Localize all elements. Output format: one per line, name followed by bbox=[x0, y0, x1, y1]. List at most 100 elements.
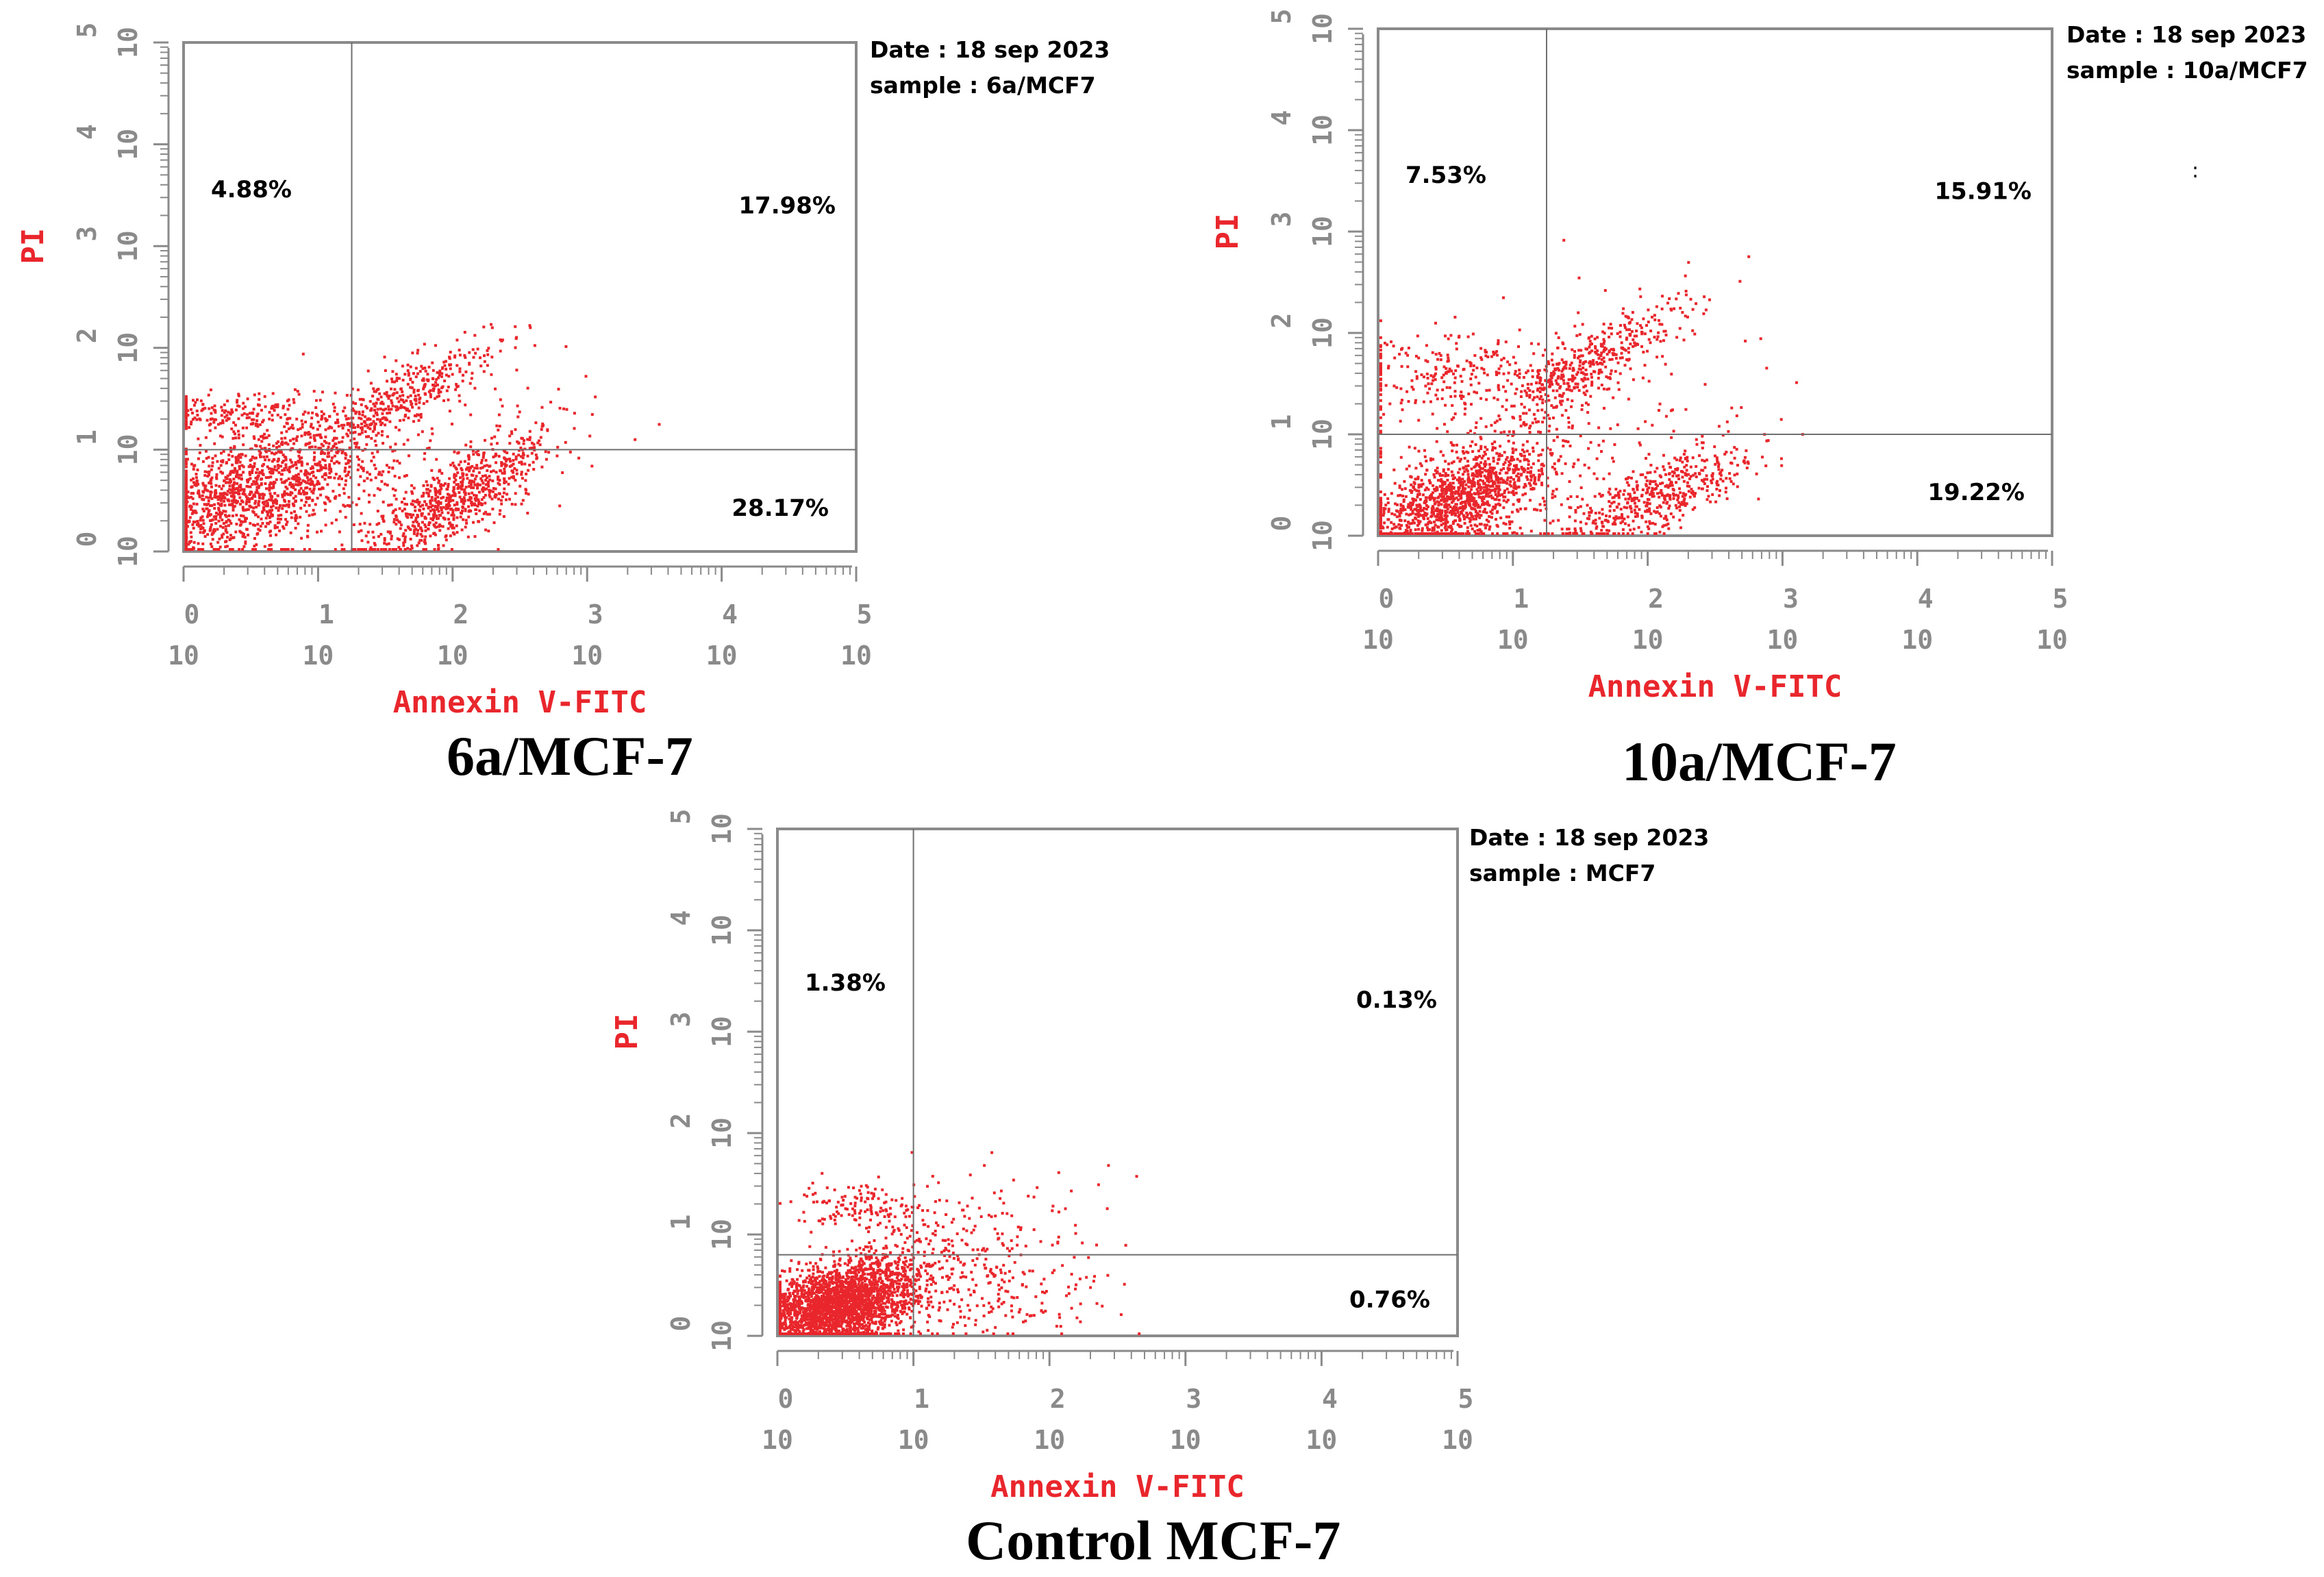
scatter-point bbox=[1541, 353, 1545, 357]
scatter-point bbox=[329, 475, 332, 479]
scatter-point bbox=[1379, 349, 1382, 352]
scatter-point bbox=[1473, 390, 1476, 394]
scatter-point bbox=[1387, 364, 1390, 368]
scatter-point bbox=[190, 495, 193, 499]
scatter-point bbox=[1471, 496, 1475, 499]
scatter-point bbox=[462, 501, 465, 505]
scatter-point bbox=[1539, 431, 1542, 434]
scatter-point bbox=[261, 464, 264, 467]
scatter-point bbox=[1395, 509, 1398, 512]
scatter-point bbox=[285, 492, 288, 495]
scatter-point bbox=[1596, 349, 1599, 352]
scatter-point bbox=[1432, 379, 1435, 382]
scatter-point bbox=[1436, 530, 1439, 534]
scatter-point bbox=[191, 548, 194, 551]
scatter-point bbox=[1682, 338, 1686, 342]
scatter-point bbox=[335, 421, 338, 424]
scatter-point bbox=[474, 508, 477, 511]
scatter-point bbox=[417, 524, 421, 527]
scatter-point bbox=[1452, 372, 1455, 375]
scatter-point bbox=[382, 548, 386, 551]
scatter-point bbox=[268, 486, 271, 489]
scatter-point bbox=[1479, 461, 1483, 464]
scatter-point bbox=[306, 523, 310, 527]
scatter-point bbox=[300, 536, 303, 540]
scatter-point bbox=[219, 421, 222, 425]
scatter-point bbox=[1469, 445, 1472, 448]
scatter-point bbox=[275, 533, 278, 536]
scatter-point bbox=[222, 484, 225, 488]
scatter-point bbox=[1475, 524, 1479, 527]
scatter-point bbox=[328, 463, 332, 467]
scatter-point bbox=[558, 406, 562, 410]
scatter-point bbox=[430, 469, 434, 472]
scatter-point bbox=[221, 526, 225, 530]
scatter-point bbox=[1429, 532, 1432, 535]
scatter-point bbox=[453, 476, 456, 480]
scatter-point bbox=[1384, 384, 1388, 387]
scatter-point bbox=[224, 514, 227, 517]
scatter-point bbox=[431, 508, 434, 512]
scatter-point bbox=[253, 482, 257, 486]
scatter-point bbox=[358, 446, 360, 449]
scatter-point bbox=[366, 435, 370, 438]
scatter-point bbox=[488, 488, 491, 492]
scatter-point bbox=[1469, 497, 1472, 501]
scatter-point bbox=[427, 512, 431, 516]
scatter-point bbox=[1398, 484, 1401, 488]
scatter-point bbox=[411, 381, 414, 384]
scatter-point bbox=[442, 506, 445, 509]
scatter-point bbox=[421, 534, 424, 538]
scatter-point bbox=[1461, 508, 1464, 512]
scatter-point bbox=[1464, 504, 1467, 507]
scatter-point bbox=[1499, 364, 1503, 368]
scatter-point bbox=[1458, 517, 1462, 521]
scatter-point bbox=[218, 434, 222, 438]
scatter-point bbox=[1484, 469, 1487, 472]
scatter-point bbox=[332, 437, 336, 440]
scatter-point bbox=[1414, 370, 1418, 373]
scatter-point bbox=[363, 424, 366, 427]
scatter-point bbox=[344, 516, 347, 519]
scatter-point bbox=[1476, 529, 1479, 532]
scatter-point bbox=[390, 380, 394, 384]
scatter-point bbox=[449, 523, 453, 526]
scatter-point bbox=[434, 381, 438, 384]
scatter-point bbox=[459, 460, 462, 464]
scatter-point bbox=[264, 504, 268, 508]
scatter-point bbox=[1417, 489, 1421, 493]
scatter-point bbox=[313, 451, 316, 454]
scatter-point bbox=[421, 367, 425, 371]
scatter-point bbox=[463, 354, 466, 357]
scatter-point bbox=[190, 478, 193, 482]
scatter-point bbox=[422, 548, 425, 551]
scatter-point bbox=[1620, 351, 1623, 355]
scatter-point bbox=[1379, 405, 1382, 408]
scatter-point bbox=[346, 473, 349, 477]
scatter-point bbox=[1479, 347, 1483, 350]
scatter-point bbox=[1625, 328, 1629, 332]
scatter-point bbox=[1444, 492, 1447, 495]
scatter-point bbox=[297, 522, 300, 525]
scatter-point bbox=[287, 427, 290, 430]
scatter-point bbox=[323, 440, 326, 443]
scatter-point bbox=[1485, 398, 1488, 401]
scatter-point bbox=[1571, 377, 1575, 380]
scatter-point bbox=[312, 487, 316, 491]
scatter-point bbox=[1546, 380, 1549, 384]
scatter-point bbox=[1459, 497, 1462, 500]
scatter-point bbox=[480, 459, 484, 462]
scatter-point bbox=[468, 479, 472, 482]
scatter-point bbox=[1576, 371, 1579, 374]
scatter-point bbox=[257, 486, 260, 489]
quadrant-label-lower-right: 28.17% bbox=[732, 495, 829, 522]
scatter-point bbox=[247, 478, 251, 481]
scatter-point bbox=[362, 489, 366, 493]
scatter-point bbox=[1555, 488, 1558, 491]
scatter-point bbox=[230, 495, 233, 498]
scatter-point bbox=[285, 421, 288, 425]
scatter-point bbox=[399, 406, 402, 410]
scatter-point bbox=[252, 548, 255, 551]
scatter-point bbox=[432, 369, 435, 372]
scatter-point bbox=[410, 490, 414, 493]
